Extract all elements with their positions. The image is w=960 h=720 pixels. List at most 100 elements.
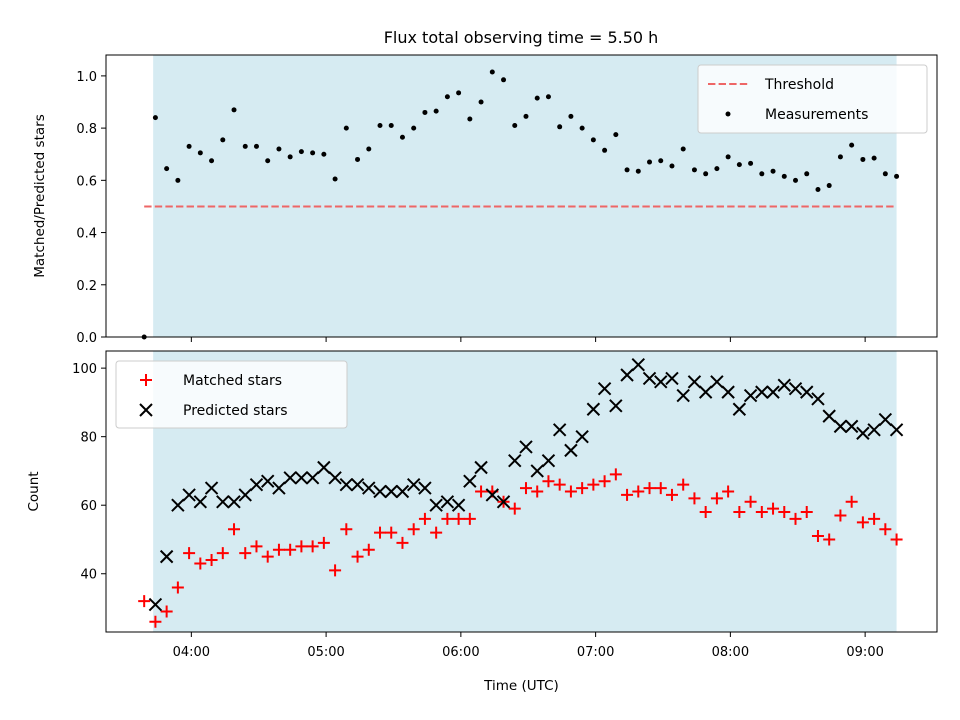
measurement-point (602, 147, 608, 153)
x-tick-label: 05:00 (307, 645, 344, 660)
matched-star-point (441, 512, 454, 525)
predicted-star-point (878, 412, 893, 427)
predicted-star-point (676, 388, 690, 403)
predicted-star-point (474, 460, 488, 475)
matched-star-point (811, 530, 824, 543)
measurement-point (186, 143, 192, 149)
predicted-star-point (193, 495, 208, 509)
predicted-star-point (272, 481, 286, 495)
predicted-star-point (766, 385, 780, 399)
predicted-star-point (654, 375, 668, 389)
predicted-star-point (564, 443, 578, 458)
predicted-star-point (418, 481, 432, 495)
predicted-star-point (384, 484, 398, 499)
measurement-point (590, 137, 596, 143)
predicted-star-point (261, 474, 275, 488)
matched-star-point (194, 557, 207, 570)
matched-star-point (183, 547, 196, 560)
measurement-point (321, 151, 327, 157)
measurement-point (568, 113, 574, 119)
measurement-point (355, 156, 361, 162)
matched-star-point (306, 540, 319, 553)
x-tick-label: 07:00 (577, 645, 614, 660)
predicted-star-point (328, 471, 342, 485)
matched-star-point (329, 564, 342, 577)
top-panel: 0.0 0.2 0.4 0.6 0.8 1.0 Matched/Predicted sta… (32, 54, 938, 346)
predicted-star-point (227, 495, 241, 509)
matched-star-point (418, 512, 431, 525)
measurement-point (736, 162, 742, 168)
matched-star-point (643, 482, 656, 495)
legend-matched-label: Matched stars (183, 373, 282, 389)
measurement-point (658, 158, 664, 164)
matched-star-point (621, 488, 634, 501)
predicted-star-point (148, 597, 163, 612)
predicted-star-point (552, 423, 567, 437)
measurement-point (467, 116, 473, 122)
matched-star-point (508, 502, 521, 515)
matched-star-point (564, 485, 577, 498)
predicted-star-point (317, 460, 331, 475)
matched-star-point (407, 523, 420, 536)
matched-star-point (576, 482, 589, 495)
measurement-point (444, 94, 450, 100)
predicted-star-point (800, 385, 814, 399)
top-y-axis-label: Matched/Predicted stars (32, 114, 48, 277)
predicted-star-point (620, 368, 634, 382)
predicted-star-point (204, 481, 219, 495)
top-y-tick-label: 0.2 (76, 279, 97, 294)
measurement-point (152, 115, 158, 121)
legend-matched-swatch (140, 374, 152, 386)
measurement-point (894, 173, 900, 179)
measurement-point (478, 99, 484, 105)
measurement-point (489, 69, 495, 75)
measurement-point (804, 171, 810, 177)
matched-star-point (767, 502, 780, 515)
top-y-tick-label: 0.0 (76, 331, 97, 346)
matched-star-point (531, 485, 544, 498)
measurement-point (793, 177, 799, 183)
matched-star-point (879, 523, 892, 536)
predicted-star-point (710, 375, 724, 389)
matched-star-point (778, 506, 791, 519)
matched-star-point (823, 533, 836, 546)
predicted-star-point (171, 498, 185, 512)
predicted-star-point (496, 495, 511, 509)
measurement-point (759, 171, 765, 177)
measurement-point (871, 155, 877, 161)
matched-star-point (351, 550, 364, 563)
measurement-point (680, 146, 686, 152)
matched-star-point (890, 533, 903, 546)
measurement-point (613, 132, 619, 138)
legend-predicted-label: Predicted stars (183, 403, 288, 419)
bottom-y-ticks: 40 60 80 100 (72, 362, 106, 583)
measurement-point (512, 123, 518, 128)
matched-star-point (228, 523, 241, 536)
predicted-star-point (698, 385, 713, 399)
predicted-star-point (833, 419, 848, 434)
predicted-star-point (665, 371, 679, 386)
matched-star-point (452, 512, 465, 525)
matched-star-point (295, 540, 308, 553)
matched-star-point (868, 512, 881, 525)
measurement-point (860, 156, 866, 162)
measurement-point (714, 166, 720, 172)
legend-threshold-label: Threshold (764, 77, 834, 93)
matched-star-point (272, 543, 285, 556)
matched-star-point (609, 468, 622, 481)
matched-star-point (396, 536, 409, 549)
matched-star-point (430, 526, 443, 539)
predicted-star-point (350, 477, 365, 492)
matched-star-point (587, 478, 600, 491)
matched-star-point (744, 495, 757, 508)
legend-predicted-swatch (139, 403, 153, 417)
measurement-point (781, 173, 787, 179)
predicted-star-point (249, 477, 264, 492)
predicted-star-point (440, 495, 455, 509)
bottom-y-tick-label: 80 (80, 431, 97, 446)
predicted-star-point (631, 357, 645, 372)
measurement-point (523, 113, 529, 119)
top-legend: Threshold Measurements (697, 64, 928, 134)
predicted-star-point (721, 385, 735, 399)
